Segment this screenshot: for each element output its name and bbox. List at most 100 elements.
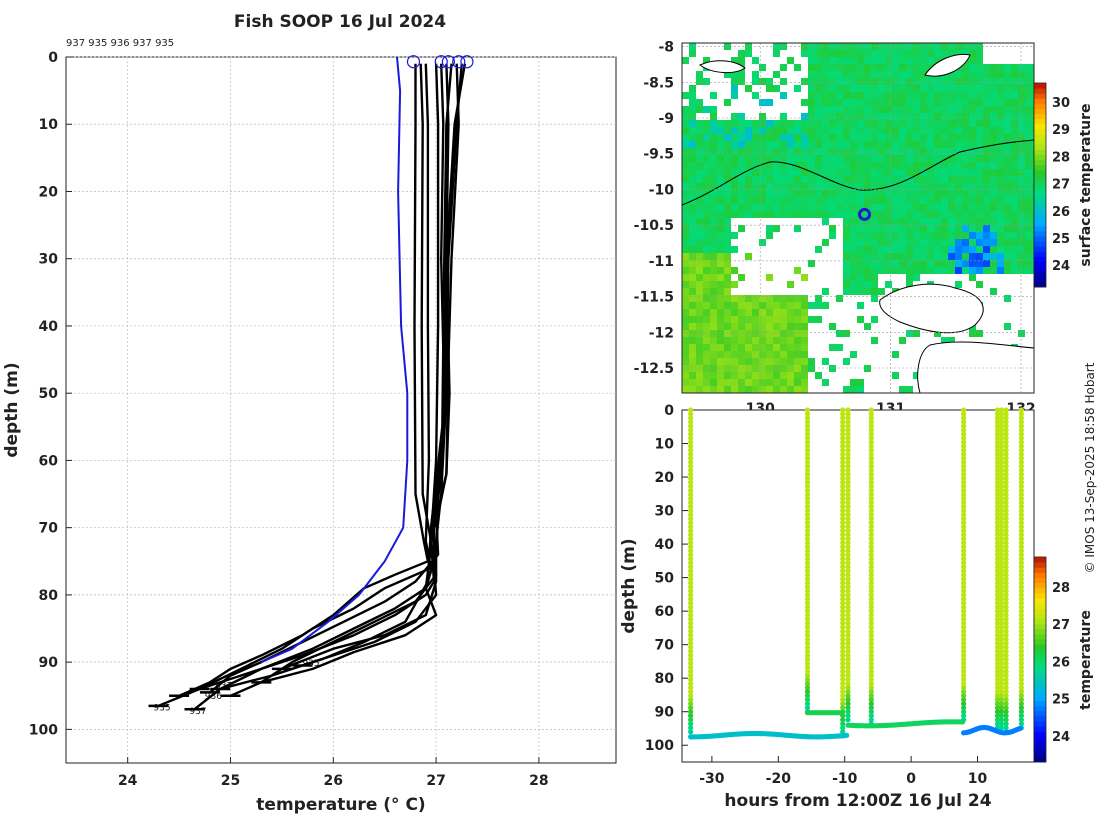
sst-cell: [997, 64, 1004, 71]
section-dot: [840, 660, 846, 667]
sst-cell: [780, 316, 787, 323]
sst-cell: [717, 288, 724, 295]
profile-plot-area: [65, 56, 617, 764]
figure-title: Fish SOOP 16 Jul 2024: [234, 12, 446, 32]
sst-cell: [780, 379, 787, 386]
section-dot: [840, 495, 846, 502]
sst-cell: [794, 379, 801, 386]
sst-cell: [969, 183, 976, 190]
sst-cell: [738, 155, 745, 162]
sst-cell: [976, 211, 983, 218]
sst-cell: [696, 134, 703, 141]
section-dot: [840, 536, 846, 542]
sst-cell: [983, 134, 990, 141]
section-dot: [688, 503, 694, 510]
section-dot: [804, 681, 811, 687]
sst-cell: [948, 183, 955, 190]
sst-colorbar-band: [1034, 149, 1046, 155]
sst-cell: [892, 141, 899, 148]
sst-cell: [843, 232, 850, 239]
sst-cell: [822, 64, 829, 71]
sst-cell: [780, 309, 787, 316]
sst-cell: [878, 253, 885, 260]
sst-cell: [955, 239, 962, 246]
sst-cell: [731, 113, 738, 120]
sst-cell: [1032, 183, 1034, 190]
sst-cell: [955, 120, 962, 127]
sst-cell: [766, 365, 773, 372]
sst-cell: [857, 43, 864, 50]
sst-cell: [822, 358, 829, 365]
section-dot: [1018, 463, 1024, 469]
sst-cell: [780, 204, 787, 211]
sst-cell: [829, 197, 836, 204]
sst-cell: [689, 155, 696, 162]
sst-cell: [878, 85, 885, 92]
sst-cell: [920, 99, 927, 106]
section-dot: [998, 660, 1005, 667]
sst-cell: [710, 274, 717, 281]
section-dot: [688, 520, 694, 526]
section-dot: [1018, 511, 1024, 518]
sst-cell: [710, 92, 717, 99]
section-dot: [961, 664, 967, 671]
section-dot: [845, 499, 851, 506]
sst-cell: [1025, 71, 1032, 78]
sst-cell: [801, 330, 808, 337]
section-dot: [998, 483, 1005, 489]
sst-cell: [878, 113, 885, 120]
sst-cell: [745, 50, 752, 57]
section-dot: [868, 540, 874, 546]
sst-cell: [934, 134, 941, 141]
sst-cell: [689, 141, 696, 148]
sst-cell: [689, 232, 696, 239]
section-dot: [845, 467, 851, 473]
sst-cell: [815, 92, 822, 99]
sst-cell: [976, 127, 983, 134]
sst-cell: [976, 99, 983, 106]
sst-cell: [983, 267, 990, 274]
section-dot: [688, 588, 694, 594]
section-dot: [868, 463, 874, 469]
section-dot: [868, 564, 874, 570]
sst-cell: [822, 78, 829, 85]
section-dot: [1018, 624, 1024, 630]
section-dot: [994, 676, 1001, 683]
sst-cell: [927, 232, 934, 239]
section-dot: [998, 407, 1005, 413]
sst-cell: [703, 218, 710, 225]
section-dot: [840, 419, 846, 425]
sst-cell: [843, 330, 850, 337]
section-dot: [1017, 725, 1023, 732]
section-dot: [845, 487, 851, 494]
sst-cell: [1018, 218, 1025, 225]
sst-cell: [752, 344, 759, 351]
sst-cell: [731, 323, 738, 330]
sst-cell: [738, 148, 745, 155]
sst-cell: [703, 211, 710, 218]
section-dot: [998, 608, 1005, 614]
sst-cell: [997, 85, 1004, 92]
sst-colorbar-band: [1034, 195, 1046, 201]
sst-cell: [808, 204, 815, 211]
sst-cell: [941, 99, 948, 106]
section-dot: [804, 544, 811, 550]
sst-cell: [885, 113, 892, 120]
sst-cell: [682, 211, 689, 218]
sst-cell: [815, 302, 822, 309]
section-dot: [840, 532, 846, 538]
sst-cell: [738, 358, 745, 365]
sst-cell: [724, 253, 731, 260]
section-dot: [845, 705, 851, 711]
sst-cell: [738, 134, 745, 141]
sst-cell: [836, 50, 843, 57]
sst-cell: [850, 274, 857, 281]
sst-cell: [682, 225, 689, 232]
sst-cell: [1018, 190, 1025, 197]
sst-cell: [682, 162, 689, 169]
section-dot: [688, 508, 694, 514]
sst-cell: [1011, 260, 1018, 267]
sst-cell: [689, 260, 696, 267]
sst-cell: [689, 225, 696, 232]
section-dot: [804, 511, 811, 518]
